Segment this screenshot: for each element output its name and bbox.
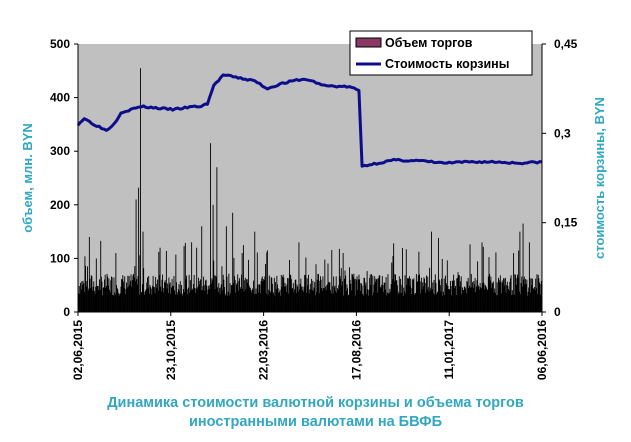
right-tick-label: 0,15 (554, 216, 578, 230)
chart-caption: Динамика стоимости валютной корзины и об… (20, 394, 611, 432)
legend-label-volume: Объем торгов (385, 36, 473, 50)
left-tick-label: 500 (50, 37, 70, 51)
right-tick-label: 0 (554, 305, 561, 319)
caption-line-2: иностранными валютами на БВФБ (188, 414, 443, 430)
right-tick-label: 0,3 (554, 126, 571, 140)
plot-area (78, 44, 542, 312)
x-tick-label: 17,08,2016 (349, 320, 363, 380)
x-tick-label: 02,06,2015 (71, 320, 85, 380)
legend-swatch-volume (355, 37, 382, 48)
legend-label-basket: Стоимость корзины (385, 57, 509, 71)
axes (77, 44, 543, 313)
left-tick-label: 400 (50, 91, 70, 105)
y-axis-title-right: стоимость корзины, BYN (592, 97, 607, 259)
basket-value-line (76, 73, 543, 168)
volume-bars (77, 68, 543, 312)
left-tick-label: 0 (63, 305, 70, 319)
right-axis-ticks: 0 0,15 0,3 0,45 (542, 37, 578, 319)
x-tick-label: 22,03,2016 (257, 320, 271, 380)
y-axis-title-left: объем, млн. BYN (20, 123, 35, 233)
caption-line-1: Динамика стоимости валютной корзины и об… (107, 395, 524, 411)
x-axis-ticks: 02,06,2015 23,10,2015 22,03,2016 17,08,2016… (71, 312, 549, 380)
legend: Объем торгов Стоимость корзины (349, 30, 533, 76)
x-tick-label: 06,06,2016 (535, 320, 549, 380)
left-tick-label: 200 (50, 198, 70, 212)
left-tick-label: 100 (50, 251, 70, 265)
x-tick-label: 11,01,2017 (442, 320, 456, 380)
x-tick-label: 23,10,2015 (164, 320, 178, 380)
left-axis-ticks: 0 100 200 300 400 500 (50, 37, 78, 319)
right-tick-label: 0,45 (554, 37, 578, 51)
basket-line (76, 73, 543, 168)
left-tick-label: 300 (50, 144, 70, 158)
